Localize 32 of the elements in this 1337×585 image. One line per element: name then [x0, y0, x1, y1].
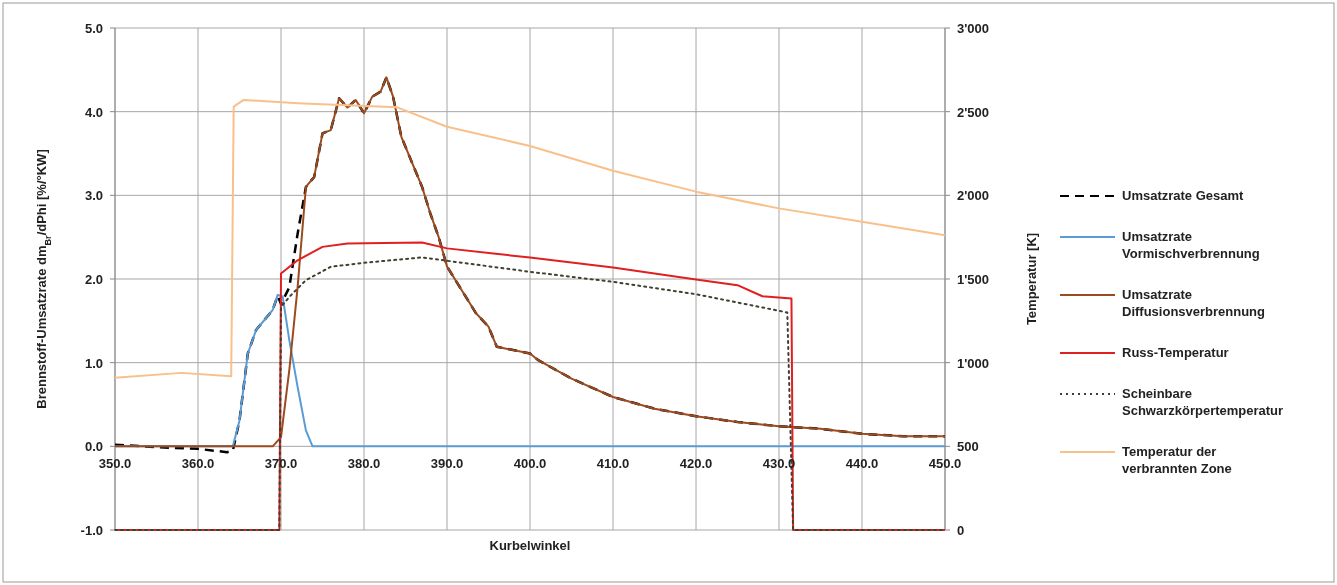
y2-tick-label: 500: [957, 439, 979, 455]
x-axis-title: Kurbelwinkel: [489, 538, 571, 553]
y2-tick-label: 3'000: [957, 21, 990, 36]
y2-tick-label: 1'000: [957, 355, 990, 371]
y-tick-label: 4.0: [84, 104, 103, 120]
legend-label: Umsatzrate Gesamt: [1122, 188, 1245, 203]
y2-tick-label: 2'500: [957, 104, 990, 120]
y2-axis-title: Temperatur [K]: [1024, 232, 1039, 326]
x-tick-label: 450.0: [928, 456, 962, 472]
legend-label: Scheinbare Schwarzkörpertemperatur: [1122, 386, 1284, 418]
y-tick-label: 5.0: [84, 21, 103, 36]
y-tick-label: 0.0: [84, 439, 103, 455]
legend-label: Russ-Temperatur: [1122, 345, 1229, 360]
x-tick-label: 410.0: [596, 456, 630, 472]
y-tick-label: 2.0: [84, 272, 103, 287]
x-tick-label: 380.0: [347, 456, 381, 472]
y-tick-label: -1.0: [80, 523, 103, 538]
y2-tick-label: 2'000: [957, 188, 990, 204]
legend-label: Temperatur der verbrannten Zone: [1122, 444, 1232, 476]
y-tick-label: 3.0: [84, 188, 103, 204]
legend-label: Umsatzrate Vormischverbrennung: [1122, 229, 1260, 261]
x-tick-label: 440.0: [845, 456, 879, 472]
x-tick-label: 400.0: [513, 456, 547, 472]
line-series: [114, 98, 946, 379]
y2-tick-label: 0: [957, 523, 965, 538]
x-tick-label: 350.0: [98, 456, 132, 472]
legend-label: Umsatzrate Diffusionsverbrennung: [1122, 287, 1266, 319]
x-tick-label: 360.0: [181, 456, 215, 472]
y-tick-label: 1.0: [84, 355, 103, 371]
x-tick-label: 390.0: [430, 456, 464, 472]
y2-tick-label: 1'500: [957, 272, 990, 287]
x-tick-label: 420.0: [679, 456, 713, 472]
